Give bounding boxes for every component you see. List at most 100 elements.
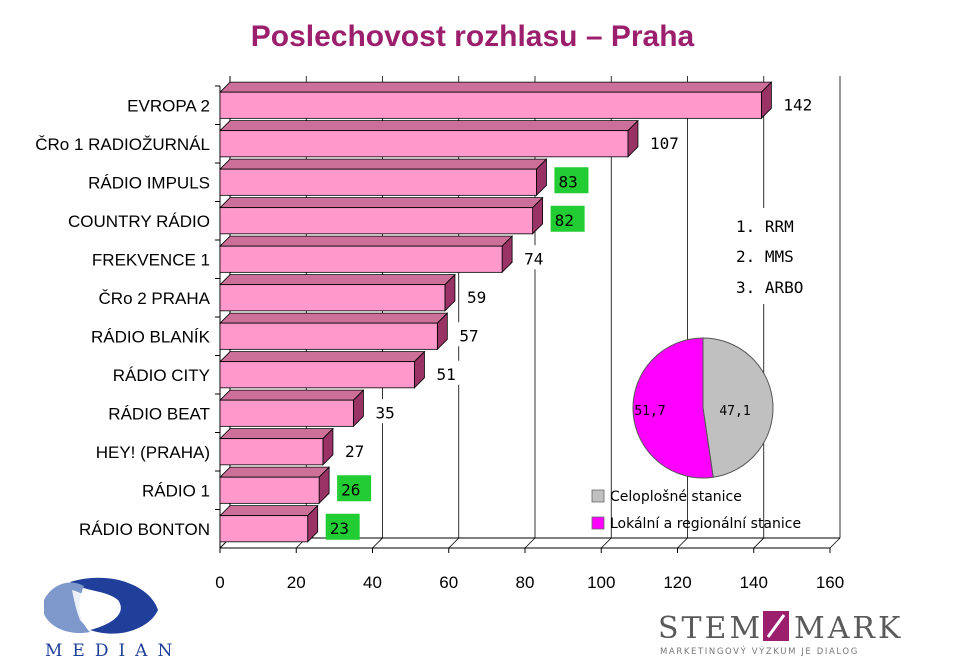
x-tick-label: 0 [215, 573, 224, 592]
stem-logo-tagline: MARKETINGOVÝ VÝZKUM JE DIALOG [660, 645, 859, 657]
legend-swatch-national [591, 489, 605, 503]
value-label-highlight [337, 475, 372, 502]
stem-logo-right: MARK [794, 611, 903, 646]
value-label-bg [340, 437, 369, 462]
x-tick-label: 120 [663, 573, 691, 592]
category-label: RÁDIO CITY [113, 366, 210, 385]
bar-front-face [219, 245, 503, 273]
legend-swatch-local [591, 516, 605, 530]
bar-front-face [219, 207, 534, 235]
bar [219, 427, 334, 466]
bar-top-face [219, 197, 544, 209]
bar-top-face [219, 274, 456, 286]
median-logo: MEDIAN [44, 577, 182, 661]
pie-slice [702, 337, 774, 478]
value-label-highlight [325, 513, 360, 540]
x-tick-label: 20 [287, 573, 306, 592]
value-label: 82 [555, 211, 574, 230]
bar-front-face [219, 322, 438, 350]
value-label: 26 [341, 480, 360, 499]
bar-top-face [219, 428, 334, 440]
pie-legend: Celoplošné stanice Lokální a regionální … [591, 489, 801, 532]
bar-top-face [219, 158, 548, 170]
category-label: FREKVENCE 1 [92, 250, 210, 269]
category-label: RÁDIO IMPULS [88, 173, 210, 192]
rank-3: 3. ARBO [736, 278, 803, 297]
bar [219, 119, 639, 158]
x-tick-label: 100 [587, 573, 615, 592]
value-label: 35 [375, 403, 394, 422]
bar [219, 504, 319, 543]
value-label: 142 [783, 95, 812, 114]
bar [219, 389, 365, 428]
bar [219, 273, 456, 312]
bar [219, 158, 548, 197]
bar [219, 81, 773, 120]
bar-front-face [219, 130, 629, 158]
rank-2: 2. MMS [736, 247, 794, 266]
bar [219, 350, 426, 389]
bar-front-face [219, 168, 537, 196]
page-title: Poslechovost rozhlasu – Praha [250, 20, 695, 53]
bars [219, 81, 773, 543]
value-label: 74 [524, 249, 543, 268]
bar-top-face [219, 235, 514, 247]
category-label: RÁDIO BONTON [79, 520, 210, 539]
bar-top-face [219, 312, 449, 324]
value-label: 107 [650, 134, 679, 153]
value-label-bg [779, 91, 818, 116]
legend-label-local: Lokální a regionální stanice [610, 516, 801, 532]
median-logo-text: MEDIAN [45, 641, 182, 661]
category-label: EVROPA 2 [127, 96, 210, 115]
pie-chart: 47,1 51,7 [632, 337, 774, 479]
value-label-bg [432, 360, 461, 385]
legend-label-national: Celoplošné stanice [610, 489, 742, 505]
bar-top-face [219, 351, 426, 363]
category-label: HEY! (PRAHA) [96, 443, 210, 462]
pie-value-label: 47,1 [719, 404, 750, 419]
stem-mark-logo: STEM MARK MARKETINGOVÝ VÝZKUM JE DIALOG [658, 611, 903, 657]
value-label-bg [371, 399, 400, 424]
x-tick-label: 160 [816, 573, 844, 592]
pie-slice [632, 337, 714, 479]
bar-top-face [219, 81, 773, 93]
category-label: ČRo 2 PRAHA [99, 289, 211, 308]
bar-front-face [219, 399, 354, 427]
value-label-bg [462, 283, 491, 308]
value-label-bg [455, 322, 484, 347]
x-tick-label: 40 [363, 573, 382, 592]
bar [219, 235, 514, 274]
pie-value-label: 51,7 [634, 404, 665, 419]
bar [219, 466, 331, 505]
x-tick-label: 60 [439, 573, 458, 592]
value-label-highlight [554, 167, 589, 194]
stem-logo-left: STEM [658, 611, 763, 646]
ranking-box: 1. RRM 2. MMS 3. ARBO [722, 208, 822, 304]
category-labels: EVROPA 2 ČRo 1 RADIOŽURNÁL RÁDIO IMPULS COU… [35, 85, 220, 539]
value-labels: 142 107 83 82 74 59 57 51 35 27 26 23 [325, 91, 818, 540]
bar-top-face [219, 389, 365, 401]
category-label: COUNTRY RÁDIO [68, 212, 210, 231]
bar-front-face [219, 284, 446, 312]
category-label: RÁDIO 1 [142, 481, 210, 500]
rank-1: 1. RRM [736, 217, 794, 236]
bar-front-face [219, 438, 324, 466]
bar-front-face [219, 515, 309, 543]
bar [219, 312, 449, 351]
bar-top-face [219, 466, 331, 478]
category-label: RÁDIO BEAT [108, 404, 210, 423]
x-tick-label: 80 [516, 573, 535, 592]
value-label: 23 [330, 519, 349, 538]
bar-front-face [219, 476, 320, 504]
value-label: 59 [467, 288, 486, 307]
value-label-highlight [550, 205, 585, 232]
value-label: 57 [459, 326, 478, 345]
value-label: 83 [558, 172, 577, 191]
x-tick-label: 140 [740, 573, 768, 592]
category-label: ČRo 1 RADIOŽURNÁL [35, 135, 210, 154]
bar-front-face [219, 361, 415, 389]
bar-top-face [219, 120, 639, 132]
bar-top-face [219, 505, 319, 517]
value-label: 51 [436, 365, 455, 384]
